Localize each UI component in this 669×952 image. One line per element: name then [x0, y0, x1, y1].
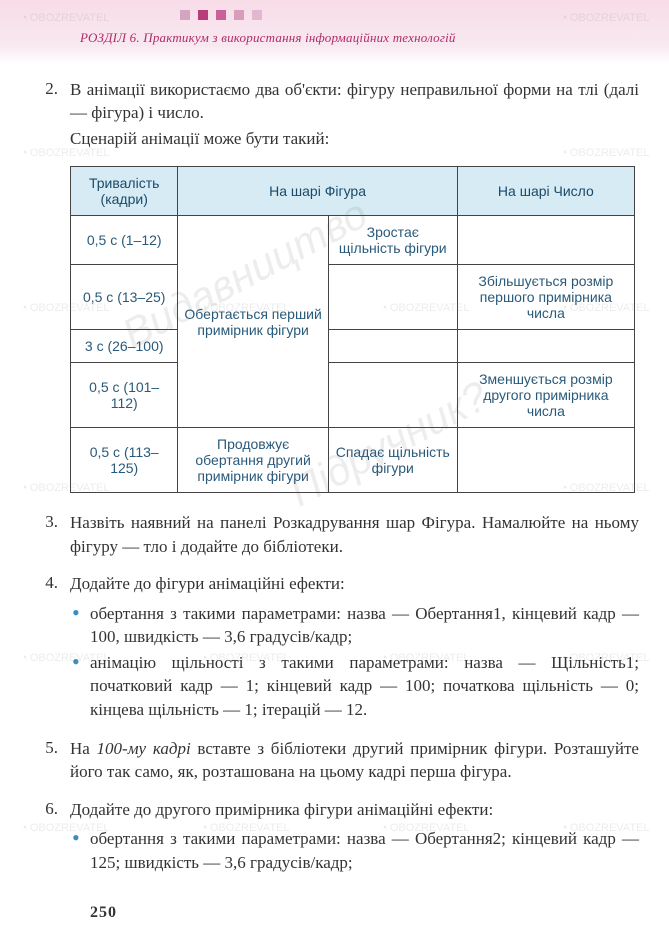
- item-5: 5. На 100-му кадрі вставте з бібліотеки …: [30, 737, 639, 784]
- list-item: анімацію щільності з такими параметрами:…: [90, 651, 639, 721]
- item-number: 5.: [30, 737, 58, 784]
- page-content: 2. В анімації використаємо два об'єкти: …: [0, 64, 669, 952]
- table-cell: 3 с (26–100): [71, 330, 178, 363]
- section-title: РОЗДІЛ 6. Практикум з використання інфор…: [80, 30, 669, 46]
- item-text: Додайте до фігури анімаційні ефекти: обе…: [70, 572, 639, 723]
- item-number: 2.: [30, 78, 58, 152]
- table-cell: Зменшується розмір другого примірника чи…: [457, 363, 634, 428]
- table-cell: [457, 428, 634, 493]
- italic-text: 100-му кадрі: [97, 739, 191, 758]
- table-cell: Зростає щільність фігури: [328, 216, 457, 265]
- table-cell: Збільшується розмір першого примірника ч…: [457, 265, 634, 330]
- header-decoration: [180, 10, 669, 20]
- text-span: На: [70, 739, 97, 758]
- item-2: 2. В анімації використаємо два об'єкти: …: [30, 78, 639, 152]
- table-cell: [328, 363, 457, 428]
- item-text: В анімації використаємо два об'єкти: фіг…: [70, 78, 639, 152]
- table-header: На шарі Число: [457, 167, 634, 216]
- table-cell: [457, 216, 634, 265]
- item-6: 6. Додайте до другого примірника фігури …: [30, 798, 639, 876]
- table-cell: [328, 265, 457, 330]
- list-item: обертання з такими параметрами: назва — …: [90, 827, 639, 874]
- header-band: РОЗДІЛ 6. Практикум з використання інфор…: [0, 0, 669, 64]
- page-number: 250: [90, 904, 639, 922]
- item-number: 4.: [30, 572, 58, 723]
- table-cell: 0,5 с (13–25): [71, 265, 178, 330]
- item-number: 3.: [30, 511, 58, 558]
- paragraph: Додайте до фігури анімаційні ефекти:: [70, 574, 345, 593]
- item-text: Назвіть наявний на панелі Розкадрування …: [70, 511, 639, 558]
- table-header: На шарі Фігура: [178, 167, 457, 216]
- paragraph: Сценарій анімації може бути такий:: [70, 127, 639, 150]
- table-cell: [457, 330, 634, 363]
- table-cell: Продовжує обертання другий примірник фіг…: [178, 428, 328, 493]
- item-4: 4. Додайте до фігури анімаційні ефекти: …: [30, 572, 639, 723]
- bullet-list: обертання з такими параметрами: назва — …: [70, 602, 639, 721]
- paragraph: В анімації використаємо два об'єкти: фіг…: [70, 78, 639, 125]
- paragraph: Додайте до другого примірника фігури ані…: [70, 800, 493, 819]
- table-cell: Обертається перший примірник фігури: [178, 216, 328, 428]
- table-cell: 0,5 с (113–125): [71, 428, 178, 493]
- item-number: 6.: [30, 798, 58, 876]
- item-text: На 100-му кадрі вставте з бібліотеки дру…: [70, 737, 639, 784]
- table-cell: Спадає щільність фігури: [328, 428, 457, 493]
- table-cell: [328, 330, 457, 363]
- table-header: Тривалість (кадри): [71, 167, 178, 216]
- table-cell: 0,5 с (101–112): [71, 363, 178, 428]
- list-item: обертання з такими параметрами: назва — …: [90, 602, 639, 649]
- table-cell: 0,5 с (1–12): [71, 216, 178, 265]
- item-text: Додайте до другого примірника фігури ані…: [70, 798, 639, 876]
- item-3: 3. Назвіть наявний на панелі Розкадруван…: [30, 511, 639, 558]
- animation-scenario-table: Тривалість (кадри) На шарі Фігура На шар…: [70, 166, 635, 493]
- bullet-list: обертання з такими параметрами: назва — …: [70, 827, 639, 874]
